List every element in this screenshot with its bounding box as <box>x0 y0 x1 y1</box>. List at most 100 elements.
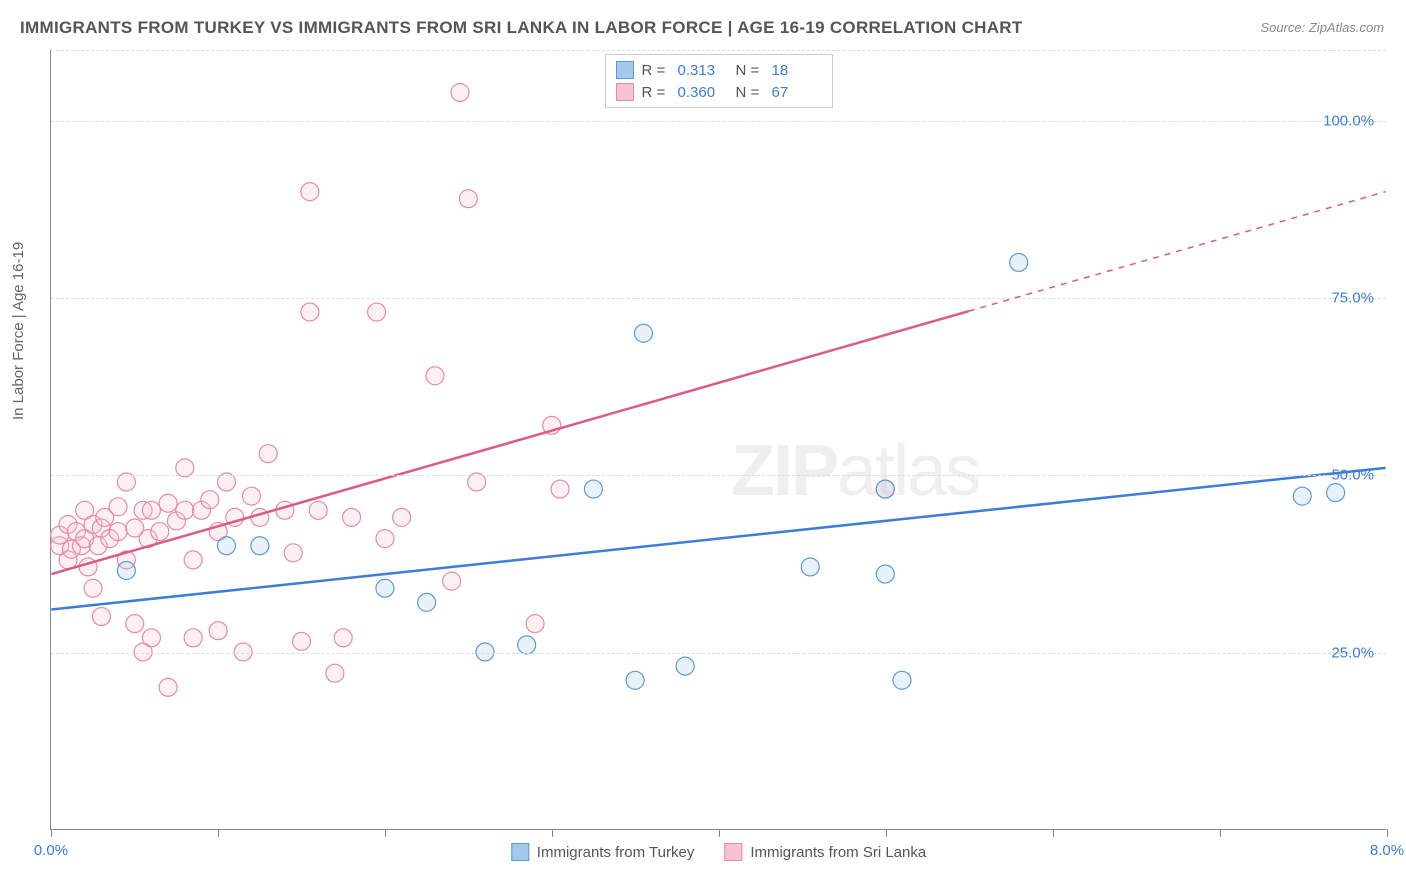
data-point <box>284 544 302 562</box>
data-point <box>518 636 536 654</box>
data-point <box>109 523 127 541</box>
legend-item-turkey: Immigrants from Turkey <box>511 843 695 861</box>
x-tick <box>1220 829 1221 837</box>
data-point <box>92 608 110 626</box>
data-point <box>376 579 394 597</box>
gridline <box>51 50 1386 51</box>
legend-label-srilanka: Immigrants from Sri Lanka <box>750 844 926 861</box>
n-value-turkey: 18 <box>772 62 822 79</box>
data-point <box>459 190 477 208</box>
data-point <box>301 183 319 201</box>
x-tick <box>719 829 720 837</box>
data-point <box>142 501 160 519</box>
chart-area: ZIPatlas R = 0.313 N = 18 R = 0.360 N = … <box>50 50 1386 830</box>
data-point <box>84 579 102 597</box>
data-point <box>451 84 469 102</box>
source-attribution: Source: ZipAtlas.com <box>1260 20 1384 35</box>
data-point <box>343 508 361 526</box>
data-point <box>326 664 344 682</box>
gridline <box>51 475 1386 476</box>
data-point <box>368 303 386 321</box>
data-point <box>801 558 819 576</box>
n-label: N = <box>736 62 764 79</box>
x-tick <box>1387 829 1388 837</box>
data-point <box>209 622 227 640</box>
x-tick <box>218 829 219 837</box>
legend-item-srilanka: Immigrants from Sri Lanka <box>724 843 926 861</box>
x-tick <box>385 829 386 837</box>
r-value-srilanka: 0.360 <box>678 84 728 101</box>
data-point <box>176 459 194 477</box>
data-point <box>159 494 177 512</box>
data-point <box>1010 253 1028 271</box>
data-point <box>393 508 411 526</box>
data-point <box>184 551 202 569</box>
data-point <box>418 593 436 611</box>
data-point <box>259 445 277 463</box>
data-point <box>584 480 602 498</box>
data-point <box>251 537 269 555</box>
data-point <box>142 629 160 647</box>
x-tick-label: 8.0% <box>1370 842 1404 859</box>
gridline <box>51 121 1386 122</box>
data-point <box>426 367 444 385</box>
data-point <box>126 615 144 633</box>
data-point <box>217 537 235 555</box>
data-point <box>634 324 652 342</box>
data-point <box>159 678 177 696</box>
y-axis-label: In Labor Force | Age 16-19 <box>10 242 27 420</box>
x-tick <box>552 829 553 837</box>
data-point <box>276 501 294 519</box>
n-label: N = <box>736 84 764 101</box>
data-point <box>551 480 569 498</box>
data-point <box>876 565 894 583</box>
y-tick-label: 25.0% <box>1331 644 1374 661</box>
trend-line <box>51 311 968 574</box>
series-legend: Immigrants from Turkey Immigrants from S… <box>511 843 926 861</box>
data-point <box>201 491 219 509</box>
data-point <box>893 671 911 689</box>
data-point <box>184 629 202 647</box>
data-point <box>293 632 311 650</box>
data-point <box>334 629 352 647</box>
data-point <box>117 562 135 580</box>
data-point <box>626 671 644 689</box>
x-tick <box>51 829 52 837</box>
n-value-srilanka: 67 <box>772 84 822 101</box>
r-label: R = <box>642 62 670 79</box>
legend-label-turkey: Immigrants from Turkey <box>537 844 695 861</box>
scatter-plot-svg <box>51 50 1386 829</box>
y-tick-label: 50.0% <box>1331 467 1374 484</box>
data-point <box>243 487 261 505</box>
data-point <box>1327 484 1345 502</box>
data-point <box>151 523 169 541</box>
trend-line-dashed <box>969 192 1386 312</box>
x-tick <box>886 829 887 837</box>
data-point <box>443 572 461 590</box>
x-tick <box>1053 829 1054 837</box>
data-point <box>876 480 894 498</box>
swatch-turkey-icon <box>511 843 529 861</box>
data-point <box>309 501 327 519</box>
correlation-legend: R = 0.313 N = 18 R = 0.360 N = 67 <box>605 54 833 108</box>
gridline <box>51 653 1386 654</box>
data-point <box>376 530 394 548</box>
data-point <box>526 615 544 633</box>
data-point <box>176 501 194 519</box>
y-tick-label: 75.0% <box>1331 290 1374 307</box>
x-tick-label: 0.0% <box>34 842 68 859</box>
data-point <box>109 498 127 516</box>
swatch-srilanka <box>616 83 634 101</box>
swatch-turkey <box>616 61 634 79</box>
data-point <box>301 303 319 321</box>
gridline <box>51 298 1386 299</box>
data-point <box>676 657 694 675</box>
legend-row-srilanka: R = 0.360 N = 67 <box>616 81 822 103</box>
r-label: R = <box>642 84 670 101</box>
y-tick-label: 100.0% <box>1323 112 1374 129</box>
chart-title: IMMIGRANTS FROM TURKEY VS IMMIGRANTS FRO… <box>20 18 1023 38</box>
legend-row-turkey: R = 0.313 N = 18 <box>616 59 822 81</box>
swatch-srilanka-icon <box>724 843 742 861</box>
data-point <box>1293 487 1311 505</box>
r-value-turkey: 0.313 <box>678 62 728 79</box>
